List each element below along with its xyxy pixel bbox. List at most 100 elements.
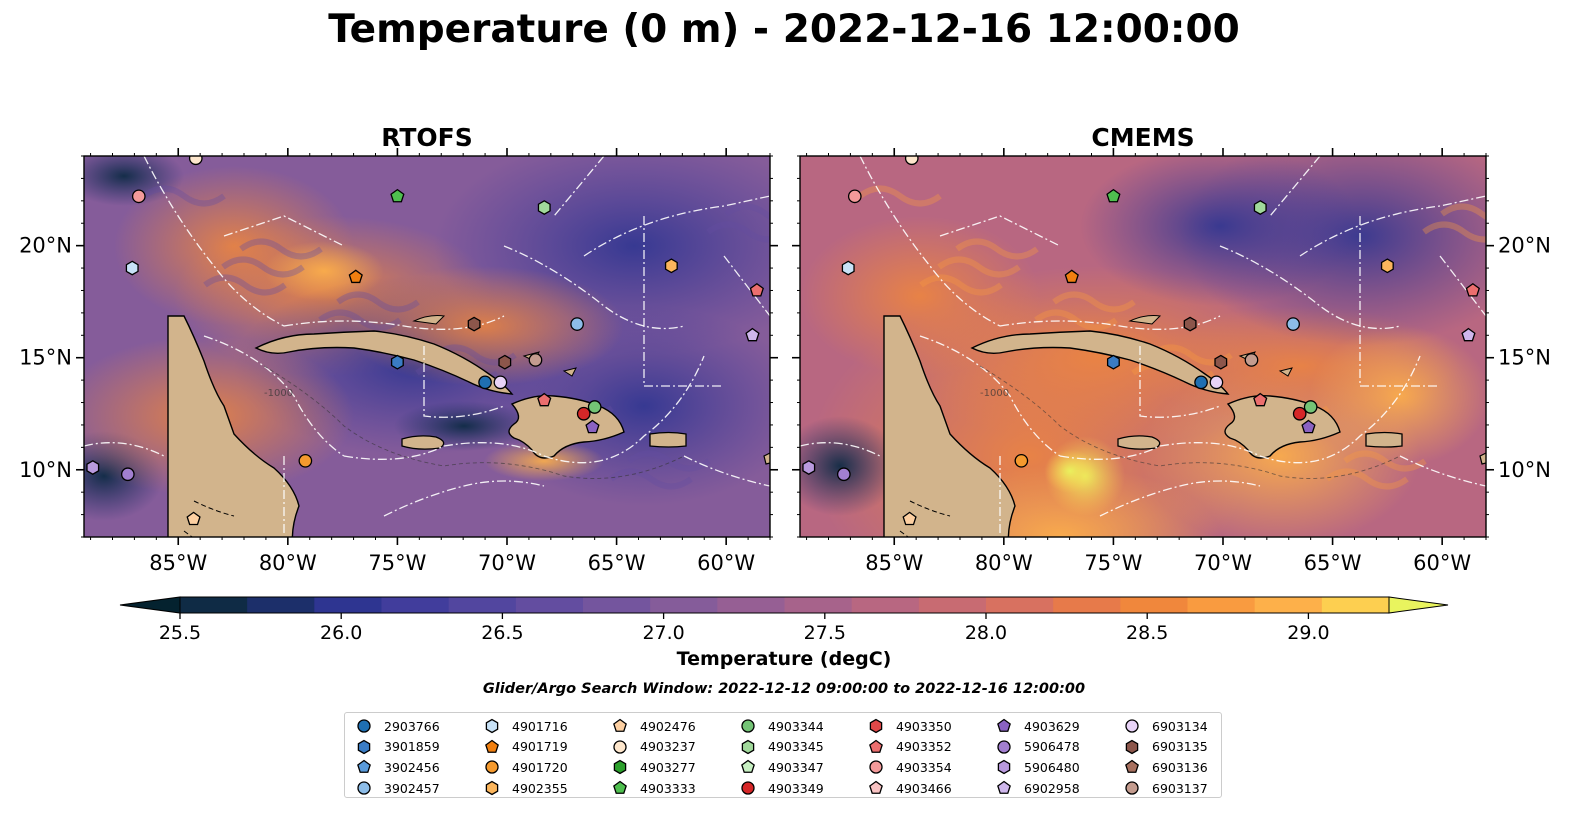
platform-marker-4903349 (576, 406, 591, 421)
legend-marker (1125, 719, 1139, 733)
platform-marker-4901719 (1064, 269, 1079, 284)
legend-label: 4901719 (512, 739, 568, 755)
hexagon-marker-icon (357, 739, 371, 755)
legend-label: 4902476 (640, 718, 696, 734)
colorbar-frame (179, 596, 1390, 614)
platform-marker-4903344 (587, 400, 602, 414)
legend-marker (869, 739, 883, 753)
colorbar-bin (1254, 597, 1323, 613)
colorbar-bin (1187, 597, 1256, 613)
legend-marker (613, 760, 627, 775)
legend-column: 4903344 4903345 4903347 4903349 (737, 716, 824, 798)
legend-column: 4903629 5906478 5906480 6902958 (993, 716, 1080, 798)
pentagon-marker-icon (741, 760, 755, 774)
circle-marker-icon (357, 781, 371, 795)
legend-label: 4903345 (768, 739, 824, 755)
legend-marker (869, 719, 883, 734)
legend-column: 4901716 4901719 4901720 4902355 (481, 716, 568, 798)
legend-marker (741, 719, 755, 733)
colorbar-tick-label: 29.0 (1287, 622, 1329, 644)
legend-label: 4903352 (896, 739, 952, 755)
legend-label: 4901716 (512, 718, 568, 734)
legend-label: 4903629 (1024, 718, 1080, 734)
lon-tick-label: 70°W (1194, 551, 1252, 575)
legend-marker (997, 740, 1011, 754)
platform-marker-2903766 (1194, 375, 1208, 390)
lon-tick-label: 65°W (1304, 551, 1362, 575)
platform-marker-6903137 (528, 353, 543, 367)
legend-marker (1125, 781, 1139, 795)
circle-marker-icon (613, 740, 627, 754)
colorbar-bin (851, 597, 920, 613)
legend-item: 4902355 (481, 778, 568, 799)
legend-label: 4903466 (896, 780, 952, 796)
legend-item: 4903466 (865, 778, 952, 799)
legend-label: 4903344 (768, 718, 824, 734)
legend-column: 6903134 6903135 6903136 6903137 (1121, 716, 1208, 798)
platform-marker-2903766 (478, 375, 492, 390)
legend-item: 6903135 (1121, 737, 1208, 758)
colorbar-tick-label: 26.0 (320, 622, 362, 644)
circle-marker-icon (1125, 719, 1139, 733)
legend-marker (485, 760, 499, 775)
legend-marker (1125, 739, 1139, 755)
circle-marker-icon (741, 781, 755, 795)
pentagon-marker-icon (613, 780, 627, 794)
legend-item: 6903134 (1121, 716, 1208, 737)
colorbar-tick-label: 27.5 (804, 622, 846, 644)
legend-item: 4903237 (609, 737, 696, 758)
colorbar-bin (986, 597, 1054, 613)
map-panel-rtofs: RTOFS -1000 85°W 80°W 75°W 70°W 65°W 60°W 20°N 15… (19, 123, 778, 575)
platform-marker-6903134 (1209, 375, 1224, 390)
pentagon-marker-icon (869, 780, 883, 794)
legend-marker (357, 739, 371, 755)
bathymetry-contour-label: -1000 (264, 388, 293, 399)
lon-tick-label: 85°W (149, 551, 207, 575)
legend-label: 3901859 (384, 739, 440, 755)
map-panels: RTOFS -1000 85°W 80°W 75°W 70°W 65°W 60°W 20°N 15… (19, 123, 1551, 575)
lat-tick-label: 10°N (19, 458, 72, 482)
platform-marker-6903135 (1214, 354, 1228, 370)
legend-item: 4903277 (609, 757, 696, 778)
colorbar-bin (650, 597, 718, 613)
colorbar-tick-label: 28.5 (1126, 622, 1168, 644)
legend-item: 4903349 (737, 778, 824, 799)
legend-marker (357, 719, 371, 733)
legend-item: 4902476 (609, 716, 696, 737)
legend-label: 4903333 (640, 780, 696, 796)
legend-marker (357, 781, 371, 795)
colorbar-bin (247, 597, 315, 613)
map-frame (799, 155, 1487, 538)
lon-tick-label: 75°W (368, 551, 426, 575)
platform-marker-4903237 (188, 156, 203, 166)
lon-tick-label: 60°W (697, 551, 755, 575)
platform-marker-4903629 (585, 419, 600, 434)
platform-marker-4901716 (841, 260, 855, 276)
colorbar-extend-max (1388, 596, 1449, 614)
legend-item: 5906480 (993, 757, 1080, 778)
pentagon-marker-icon (997, 719, 1011, 733)
platform-marker-4903352 (537, 392, 552, 407)
hexagon-marker-icon (741, 739, 755, 755)
legend-label: 4901720 (512, 759, 568, 775)
colorbar-bin (180, 597, 248, 613)
legend-label: 5906478 (1024, 739, 1080, 755)
circle-marker-icon (1125, 781, 1139, 795)
colorbar-tick-label: 28.0 (965, 622, 1007, 644)
legend-marker (869, 760, 883, 775)
legend-label: 4903350 (896, 718, 952, 734)
colorbar-tick-label: 27.0 (642, 622, 684, 644)
hexagon-marker-icon (485, 780, 499, 796)
platform-marker-4903352 (749, 282, 764, 297)
panel-title: CMEMS (1091, 123, 1194, 152)
colorbar-bin (918, 597, 987, 613)
legend-marker (997, 719, 1011, 733)
legend-item: 4903347 (737, 757, 824, 778)
platform-marker-4902355 (664, 258, 678, 274)
colorbar-bin (1053, 597, 1121, 613)
hexagon-marker-icon (997, 760, 1011, 775)
lon-tick-label: 60°W (1413, 551, 1471, 575)
platform-marker-4903354 (847, 189, 862, 204)
